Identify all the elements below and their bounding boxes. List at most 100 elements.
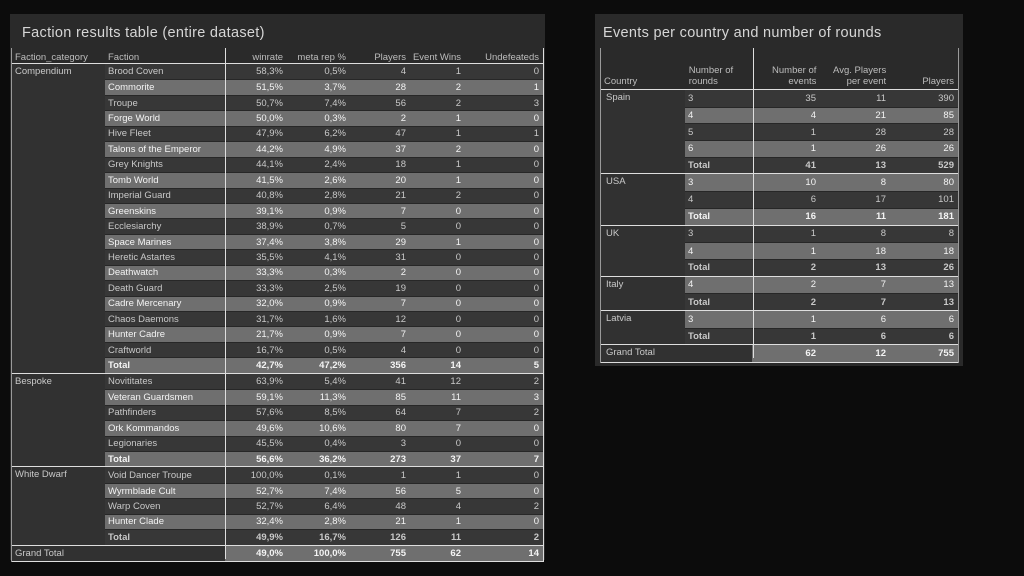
column-header-players[interactable]: Players bbox=[374, 51, 406, 63]
faction-cell[interactable]: Commorite bbox=[108, 82, 155, 94]
players-cell[interactable]: 29 bbox=[395, 236, 406, 248]
players-cell[interactable]: 21 bbox=[395, 516, 406, 528]
faction-cell[interactable]: Veteran Guardsmen bbox=[108, 391, 194, 403]
event-wins-cell[interactable]: 0 bbox=[455, 438, 461, 450]
table-row[interactable]: Death Guard 33,3% 2,5% 19 0 0 bbox=[105, 280, 543, 296]
winrate-cell[interactable]: 44,2% bbox=[256, 143, 283, 155]
table-row[interactable]: Ecclesiarchy 38,9% 0,7% 5 0 0 bbox=[105, 218, 543, 234]
meta-rep-cell[interactable]: 11,3% bbox=[319, 391, 346, 403]
event-wins-cell[interactable]: 2 bbox=[455, 97, 461, 109]
event-wins-cell[interactable]: 0 bbox=[455, 313, 461, 325]
winrate-cell[interactable]: 33,3% bbox=[256, 282, 283, 294]
avg-players-cell[interactable]: 13 bbox=[875, 262, 886, 274]
grand-total-row[interactable]: Grand Total 49,0% 100,0% 755 62 14 bbox=[12, 544, 543, 562]
table-row[interactable]: Ork Kommandos 49,6% 10,6% 80 7 0 bbox=[105, 420, 543, 436]
table-row[interactable]: Cadre Mercenary 32,0% 0,9% 7 0 0 bbox=[105, 295, 543, 311]
faction-cell[interactable]: Death Guard bbox=[108, 282, 163, 294]
players-cell[interactable]: 101 bbox=[938, 194, 954, 206]
meta-rep-cell[interactable]: 1,6% bbox=[324, 313, 346, 325]
meta-rep-cell[interactable]: 36,2% bbox=[319, 453, 346, 465]
event-wins-cell[interactable]: 4 bbox=[455, 500, 461, 512]
avg-players-cell[interactable]: 12 bbox=[875, 348, 886, 360]
event-wins-cell[interactable]: 37 bbox=[450, 453, 461, 465]
events-count-cell[interactable]: 1 bbox=[810, 126, 816, 138]
meta-rep-cell[interactable]: 0,4% bbox=[324, 438, 346, 450]
undefeateds-cell[interactable]: 0 bbox=[533, 485, 539, 497]
players-cell[interactable]: 4 bbox=[400, 344, 406, 356]
undefeateds-cell[interactable]: 0 bbox=[533, 66, 539, 78]
events-count-cell[interactable]: 6 bbox=[810, 194, 816, 206]
undefeateds-cell[interactable]: 0 bbox=[533, 221, 539, 233]
faction-category-cell[interactable]: White Dwarf bbox=[12, 467, 105, 545]
meta-rep-cell[interactable]: 100,0% bbox=[313, 547, 346, 559]
total-label-cell[interactable]: Total bbox=[108, 453, 130, 465]
players-cell[interactable]: 7 bbox=[400, 298, 406, 310]
events-count-cell[interactable]: 41 bbox=[805, 160, 816, 172]
winrate-cell[interactable]: 59,1% bbox=[256, 391, 283, 403]
table-row[interactable]: 3 1 6 6 bbox=[685, 310, 958, 328]
table-row[interactable]: 4 1 18 18 bbox=[685, 242, 958, 259]
players-cell[interactable]: 13 bbox=[943, 279, 954, 291]
meta-rep-cell[interactable]: 0,5% bbox=[324, 66, 346, 78]
avg-players-cell[interactable]: 26 bbox=[875, 143, 886, 155]
meta-rep-cell[interactable]: 5,4% bbox=[324, 375, 346, 387]
meta-rep-cell[interactable]: 3,7% bbox=[324, 82, 346, 94]
table-row[interactable]: Imperial Guard 40,8% 2,8% 21 2 0 bbox=[105, 187, 543, 203]
players-cell[interactable]: 41 bbox=[395, 375, 406, 387]
players-cell[interactable]: 273 bbox=[390, 453, 406, 465]
winrate-cell[interactable]: 33,3% bbox=[256, 267, 283, 279]
winrate-cell[interactable]: 39,1% bbox=[256, 205, 283, 217]
rounds-cell[interactable]: 4 bbox=[688, 279, 694, 291]
faction-cell[interactable]: Craftworld bbox=[108, 344, 152, 356]
faction-cell[interactable]: Novititates bbox=[108, 375, 153, 387]
event-wins-cell[interactable]: 5 bbox=[455, 485, 461, 497]
table-row[interactable]: Chaos Daemons 31,7% 1,6% 12 0 0 bbox=[105, 311, 543, 327]
table-row[interactable]: 4 6 17 101 bbox=[685, 191, 958, 208]
players-cell[interactable]: 18 bbox=[943, 245, 954, 257]
total-label-cell[interactable]: Total bbox=[688, 330, 710, 342]
faction-cell[interactable]: Hive Fleet bbox=[108, 128, 151, 140]
undefeateds-cell[interactable]: 0 bbox=[533, 282, 539, 294]
avg-players-cell[interactable]: 7 bbox=[880, 279, 886, 291]
faction-cell[interactable]: Tomb World bbox=[108, 174, 159, 186]
undefeateds-cell[interactable]: 2 bbox=[533, 531, 539, 543]
table-row[interactable]: Hunter Clade 32,4% 2,8% 21 1 0 bbox=[105, 513, 543, 530]
column-header-faction-category[interactable]: Faction_category bbox=[15, 51, 88, 63]
column-header-winrate[interactable]: winrate bbox=[252, 51, 283, 63]
meta-rep-cell[interactable]: 2,6% bbox=[324, 174, 346, 186]
meta-rep-cell[interactable]: 2,8% bbox=[324, 190, 346, 202]
table-row[interactable]: Brood Coven 58,3% 0,5% 4 1 0 bbox=[105, 64, 543, 80]
undefeateds-cell[interactable]: 3 bbox=[533, 97, 539, 109]
players-cell[interactable]: 85 bbox=[395, 391, 406, 403]
players-cell[interactable]: 20 bbox=[395, 174, 406, 186]
faction-cell[interactable]: Hunter Cadre bbox=[108, 329, 166, 341]
undefeateds-cell[interactable]: 2 bbox=[533, 375, 539, 387]
table-row[interactable]: 3 35 11 390 bbox=[685, 90, 958, 107]
events-count-cell[interactable]: 4 bbox=[810, 110, 816, 122]
players-cell[interactable]: 755 bbox=[390, 547, 406, 559]
table-row[interactable]: Commorite 51,5% 3,7% 28 2 1 bbox=[105, 79, 543, 95]
players-cell[interactable]: 12 bbox=[395, 313, 406, 325]
faction-cell[interactable]: Ecclesiarchy bbox=[108, 221, 162, 233]
table-row[interactable]: 3 10 8 80 bbox=[685, 174, 958, 192]
undefeateds-cell[interactable]: 0 bbox=[533, 313, 539, 325]
avg-players-cell[interactable]: 18 bbox=[875, 245, 886, 257]
table-row[interactable]: Warp Coven 52,7% 6,4% 48 4 2 bbox=[105, 498, 543, 514]
faction-category-cell[interactable]: Bespoke bbox=[12, 373, 105, 467]
faction-cell[interactable]: Space Marines bbox=[108, 236, 172, 248]
table-row[interactable]: Total 2 7 13 bbox=[685, 293, 958, 310]
table-row[interactable]: Grey Knights 44,1% 2,4% 18 1 0 bbox=[105, 156, 543, 173]
players-cell[interactable]: 18 bbox=[395, 159, 406, 171]
event-wins-cell[interactable]: 1 bbox=[455, 469, 461, 481]
table-row[interactable]: 5 1 28 28 bbox=[685, 123, 958, 141]
winrate-cell[interactable]: 21,7% bbox=[256, 329, 283, 341]
winrate-cell[interactable]: 49,9% bbox=[256, 531, 283, 543]
players-cell[interactable]: 5 bbox=[400, 221, 406, 233]
players-cell[interactable]: 6 bbox=[948, 330, 954, 342]
undefeateds-cell[interactable]: 1 bbox=[533, 82, 539, 94]
winrate-cell[interactable]: 51,5% bbox=[256, 82, 283, 94]
event-wins-cell[interactable]: 0 bbox=[455, 282, 461, 294]
undefeateds-cell[interactable]: 0 bbox=[533, 190, 539, 202]
meta-rep-cell[interactable]: 16,7% bbox=[319, 531, 346, 543]
meta-rep-cell[interactable]: 0,9% bbox=[324, 298, 346, 310]
